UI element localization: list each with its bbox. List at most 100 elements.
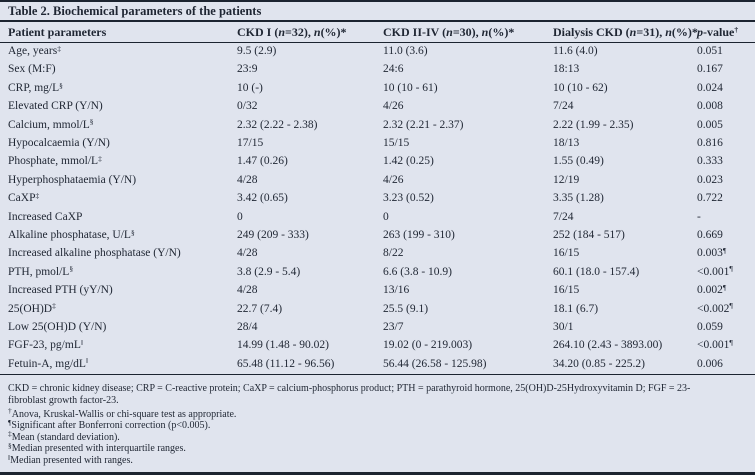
cell-value: 4/26 (383, 100, 404, 113)
column-header: Patient parameters (0, 22, 237, 43)
footnote: §Median presented with interquartile ran… (8, 440, 186, 455)
footnote-marker: ¶ (8, 417, 12, 427)
cell-value: 4/28 (237, 247, 258, 260)
cell-value: 1.55 (0.49) (553, 155, 604, 168)
cell-value: 11.6 (4.0) (553, 45, 598, 58)
cell-value: 22.7 (7.4) (237, 302, 283, 315)
cell-value: 7/24 (553, 210, 574, 223)
cell-p-value: 0.051 (697, 45, 723, 58)
cell-p-value: 0.006 (697, 357, 723, 370)
cell-parameter: Fetuin-A, mg/dL‖ (8, 356, 89, 370)
cell-p-value: - (697, 210, 701, 223)
cell-value: 10 (-) (237, 81, 263, 94)
cell-value: 4/28 (237, 284, 258, 297)
column-header: p-value† (697, 22, 755, 43)
cell-value: 264.10 (2.43 - 3893.00) (553, 339, 663, 352)
cell-parameter: Sex (M:F) (8, 63, 56, 76)
table-row: Calcium, mmol/L§ 2.32 (2.22 - 2.38) 2.32 (… (0, 116, 755, 134)
cell-value: 17/15 (237, 137, 264, 150)
table-row: Hyperphosphataemia (Y/N) 4/28 4/26 12/19 0.0… (0, 171, 755, 189)
cell-value: 7/24 (553, 100, 574, 113)
cell-value: 2.32 (2.21 - 2.37) (383, 118, 464, 131)
cell-value: 12/19 (553, 173, 580, 186)
table-row: Age, years‡ 9.5 (2.9) 11.0 (3.6) 11.6 (4.0)… (0, 42, 755, 61)
cell-p-value: 0.816 (697, 137, 723, 150)
cell-value: 8/22 (383, 247, 404, 260)
cell-value: 18/13 (553, 137, 580, 150)
cell-p-value: 0.722 (697, 192, 723, 205)
table-row: Fetuin-A, mg/dL‖ 65.48 (11.12 - 96.56) 56.… (0, 355, 755, 374)
table-row: Hypocalcaemia (Y/N) 17/15 15/15 18/13 0.816 (0, 134, 755, 152)
cell-parameter: Increased alkaline phosphatase (Y/N) (8, 247, 181, 260)
cell-value: 3.42 (0.65) (237, 192, 288, 205)
table-row: Alkaline phosphatase, U/L§ 249 (209 - 333… (0, 226, 755, 244)
cell-value: 3.35 (1.28) (553, 192, 604, 205)
table-row: Elevated CRP (Y/N) 0/32 4/26 7/24 0.008 (0, 98, 755, 116)
cell-value: 18:13 (553, 63, 580, 76)
cell-value: 10 (10 - 61) (383, 81, 438, 94)
cell-parameter: Increased PTH (yY/N) (8, 284, 113, 297)
cell-p-value: 0.167 (697, 63, 723, 76)
column-header: CKD II-IV (n=30), n(%)* (383, 22, 553, 43)
cell-parameter: FGF-23, pg/mL‖ (8, 337, 83, 352)
cell-value: 24:6 (383, 63, 404, 76)
cell-p-value: 0.008 (697, 100, 723, 113)
cell-parameter: PTH, pmol/L§ (8, 264, 74, 278)
table-row: Phosphate, mmol/L‡ 1.47 (0.26) 1.42 (0.25)… (0, 153, 755, 171)
cell-value: 263 (199 - 310) (383, 229, 455, 241)
cell-value: 28/4 (237, 320, 258, 333)
cell-value: 23/7 (383, 320, 404, 333)
cell-p-value: <0.001¶ (697, 337, 733, 352)
cell-value: 65.48 (11.12 - 96.56) (237, 357, 335, 370)
cell-value: 9.5 (2.9) (237, 45, 277, 58)
footnote: ‡Mean (standard deviation). (8, 429, 120, 443)
cell-value: 13/16 (383, 284, 410, 297)
footnote-marker: † (8, 406, 12, 416)
cell-value: 15/15 (383, 137, 410, 150)
cell-value: 16/15 (553, 247, 580, 260)
table-row: Increased PTH (yY/N) 4/28 13/16 16/15 0.002¶ (0, 282, 755, 300)
table-row: 25(OH)D‡ 22.7 (7.4) 25.5 (9.1) 18.1 (6.7) <0… (0, 300, 755, 318)
table-row: Sex (M:F) 23:9 24:6 18:13 0.167 (0, 61, 755, 79)
table-body: Age, years‡ 9.5 (2.9) 11.0 (3.6) 11.6 (4.0)… (0, 42, 755, 374)
footnote-marker: ‖ (8, 452, 11, 462)
cell-parameter: CRP, mg/L§ (8, 80, 63, 94)
cell-value: 249 (209 - 333) (237, 229, 309, 241)
cell-value: 2.22 (1.99 - 2.35) (553, 118, 634, 131)
table-row: CaXP‡ 3.42 (0.65) 3.23 (0.52) 3.35 (1.28) 0.… (0, 190, 755, 208)
cell-p-value: 0.002¶ (697, 282, 727, 297)
cell-value: 30/1 (553, 320, 574, 333)
cell-value: 6.6 (3.8 - 10.9) (383, 265, 452, 278)
footnote-list: †Anova, Kruskal-Wallis or chi-square tes… (8, 406, 747, 467)
cell-value: 10 (10 - 62) (553, 81, 608, 94)
column-header: Dialysis CKD (n=31), n(%)* (553, 22, 698, 43)
cell-value: 3.8 (2.9 - 5.4) (237, 265, 301, 278)
cell-value: 11.0 (3.6) (383, 45, 428, 58)
cell-parameter: Age, years‡ (8, 43, 61, 58)
cell-value: 3.23 (0.52) (383, 192, 434, 205)
footnote: †Anova, Kruskal-Wallis or chi-square tes… (8, 406, 237, 420)
cell-value: 0 (383, 210, 389, 223)
cell-value: 2.32 (2.22 - 2.38) (237, 118, 318, 131)
footnote-marker: ‡ (8, 429, 12, 439)
cell-value: 14.99 (1.48 - 90.02) (237, 339, 329, 352)
footnote: ‖Median presented with ranges. (8, 452, 133, 466)
cell-value: 0/32 (237, 100, 258, 113)
cell-parameter: Alkaline phosphatase, U/L§ (8, 227, 135, 241)
cell-value: 23:9 (237, 63, 258, 76)
cell-p-value: 0.333 (697, 155, 723, 168)
table-row: Low 25(OH)D (Y/N) 28/4 23/7 30/1 0.059 (0, 318, 755, 336)
footnote-marker: § (8, 440, 12, 450)
cell-p-value: <0.001¶ (697, 264, 733, 278)
cell-value: 1.47 (0.26) (237, 155, 288, 168)
biochemical-parameters-table: Patient parameters CKD I (n=32), n(%)* CKD… (0, 22, 755, 375)
cell-value: 34.20 (0.85 - 225.2) (553, 357, 645, 370)
cell-parameter: Increased CaXP (8, 210, 83, 223)
table-row: Increased alkaline phosphatase (Y/N) 4/28… (0, 245, 755, 263)
cell-p-value: <0.002¶ (697, 301, 733, 315)
cell-parameter: 25(OH)D‡ (8, 301, 56, 315)
cell-value: 16/15 (553, 284, 580, 297)
cell-parameter: Phosphate, mmol/L‡ (8, 154, 102, 168)
cell-p-value: 0.005 (697, 118, 723, 131)
